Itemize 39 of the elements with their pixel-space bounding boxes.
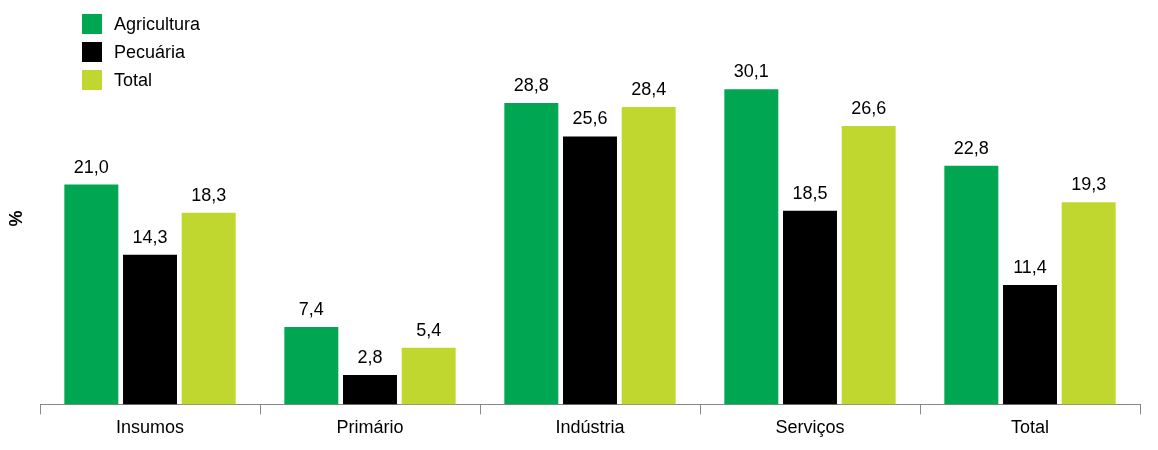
data-label: 22,8 bbox=[953, 137, 989, 158]
data-label: 18,5 bbox=[792, 182, 828, 203]
x-tick-label: Serviços bbox=[775, 417, 845, 438]
bar bbox=[841, 125, 896, 405]
legend-label: Pecuária bbox=[114, 41, 186, 63]
bar bbox=[401, 347, 456, 405]
bar bbox=[621, 107, 676, 405]
data-label: 5,4 bbox=[416, 319, 442, 340]
data-label: 18,3 bbox=[191, 184, 227, 205]
legend-label: Agricultura bbox=[114, 13, 201, 35]
data-label: 11,4 bbox=[1013, 257, 1047, 278]
data-label: 30,1 bbox=[733, 61, 769, 82]
bar bbox=[783, 210, 837, 405]
x-tick-label: Total bbox=[1010, 417, 1050, 438]
bar bbox=[284, 326, 339, 405]
data-label: 28,4 bbox=[631, 79, 667, 100]
x-tick-label: Primário bbox=[336, 417, 404, 438]
data-label: 28,8 bbox=[513, 74, 549, 95]
y-axis-title: % bbox=[5, 210, 27, 227]
bar bbox=[1003, 285, 1057, 405]
bar bbox=[343, 375, 397, 405]
data-label: 19,3 bbox=[1071, 174, 1107, 195]
data-label: 14,3 bbox=[132, 226, 168, 247]
legend-label: Total bbox=[114, 69, 153, 91]
bar bbox=[563, 136, 617, 405]
data-label: 2,8 bbox=[357, 347, 383, 368]
bar bbox=[123, 254, 177, 405]
data-label: 25,6 bbox=[572, 108, 608, 129]
data-label: 7,4 bbox=[298, 298, 324, 319]
bar bbox=[1061, 202, 1116, 405]
bar bbox=[181, 212, 236, 405]
data-label: 26,6 bbox=[851, 97, 887, 118]
x-tick-label: Insumos bbox=[115, 417, 185, 438]
bar bbox=[724, 89, 779, 405]
bar bbox=[64, 184, 119, 405]
bar bbox=[944, 165, 999, 405]
x-tick-label: Indústria bbox=[555, 417, 626, 438]
data-label: 21,0 bbox=[73, 156, 109, 177]
bar bbox=[504, 102, 559, 405]
